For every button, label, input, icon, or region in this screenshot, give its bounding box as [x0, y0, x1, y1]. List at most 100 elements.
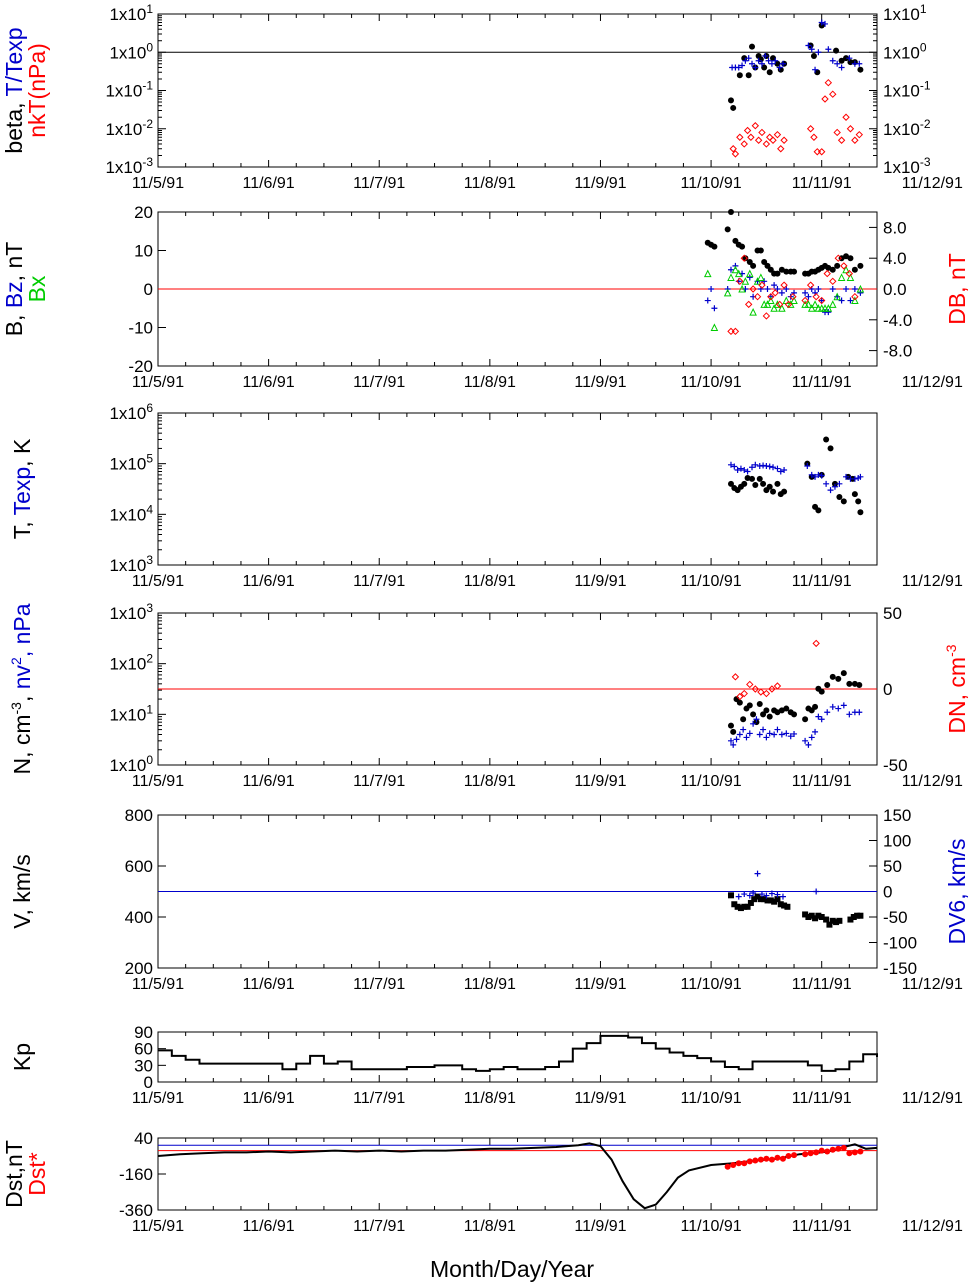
data-point [846, 711, 853, 718]
data-point [851, 136, 859, 144]
right-axis-label: DV6, km/s [944, 838, 970, 944]
data-point [790, 296, 798, 305]
data-point [812, 728, 819, 735]
data-point [771, 289, 779, 297]
right-tick-label: -100 [883, 934, 917, 953]
data-point [829, 90, 837, 98]
left-tick-label: 30 [134, 1056, 153, 1075]
x-tick-label: 11/7/91 [353, 1090, 405, 1107]
data-point [752, 481, 759, 488]
left-tick-label: 10 [134, 242, 153, 261]
left-tick-label: 1x103 [109, 553, 153, 575]
data-point [727, 722, 734, 729]
data-point [774, 1154, 781, 1161]
data-point [730, 741, 737, 748]
data-point [815, 912, 822, 919]
y-axis-label: Dst,nT [1, 1140, 27, 1208]
data-point [744, 903, 751, 910]
data-point [711, 243, 718, 250]
data-point [808, 912, 815, 919]
data-point [767, 897, 774, 904]
y-axis-label: V, km/s [9, 854, 35, 929]
data-point [782, 296, 791, 305]
data-point [762, 689, 771, 698]
data-point [750, 720, 757, 727]
data-point [731, 265, 740, 274]
data-point [829, 266, 836, 273]
data-point [789, 292, 797, 301]
x-tick-label: 11/6/91 [243, 976, 295, 993]
x-tick-label: 11/10/91 [681, 573, 742, 590]
x-tick-label: 11/10/91 [681, 1090, 742, 1107]
data-point [758, 60, 765, 67]
x-tick-label: 11/10/91 [681, 976, 742, 993]
right-tick-label: 50 [883, 604, 902, 623]
x-tick-label: 11/10/91 [681, 1218, 742, 1235]
data-point [741, 1160, 748, 1167]
data-point [812, 292, 820, 301]
x-tick-label: 11/12/91 [902, 175, 963, 192]
data-point [831, 483, 838, 490]
data-point [846, 1150, 853, 1157]
data-point [857, 289, 864, 296]
data-point [781, 902, 788, 909]
data-point [727, 209, 734, 215]
data-point [802, 911, 809, 918]
right-tick-label: 0.0 [883, 280, 907, 299]
left-tick-label: 1x10-3 [105, 155, 153, 177]
x-tick-label: 11/11/91 [792, 374, 852, 391]
data-point [745, 55, 752, 62]
data-point [724, 1163, 731, 1170]
data-point [727, 461, 734, 468]
data-point [808, 734, 815, 741]
data-point [766, 296, 775, 305]
y-axis-label: B, Bz, nT [1, 242, 27, 337]
x-tick-label: 11/6/91 [243, 175, 295, 192]
data-point [828, 300, 837, 308]
data-point [840, 670, 847, 677]
data-point [778, 731, 785, 738]
data-point [813, 1149, 820, 1156]
left-tick-label: 1x101 [109, 702, 153, 724]
data-point [770, 55, 777, 62]
data-point [835, 1145, 842, 1152]
data-point [747, 899, 754, 906]
data-point [751, 896, 758, 903]
data-point [736, 692, 744, 701]
data-point [838, 64, 845, 71]
data-point [777, 901, 784, 908]
data-point [824, 78, 833, 87]
data-point [763, 1155, 770, 1162]
data-point [768, 890, 775, 897]
data-point [840, 262, 848, 270]
data-point [818, 716, 825, 723]
data-point [753, 716, 760, 723]
data-point [855, 130, 864, 139]
right-tick-label: -4.0 [883, 311, 912, 330]
data-point [829, 286, 836, 292]
data-point [727, 97, 734, 104]
data-point [851, 475, 858, 482]
x-tick-label: 11/7/91 [353, 976, 405, 993]
data-point [805, 293, 812, 300]
left-tick-label: 1x100 [109, 40, 153, 62]
data-point [775, 300, 784, 309]
data-point [753, 292, 762, 301]
data-point [730, 728, 737, 735]
data-point [763, 734, 770, 741]
right-tick-label: 150 [883, 806, 911, 825]
data-point [843, 473, 850, 480]
data-point [823, 480, 830, 487]
data-point [851, 292, 859, 301]
x-tick-label: 11/5/91 [132, 773, 184, 790]
data-point [857, 1148, 864, 1155]
data-point [731, 673, 740, 681]
data-point [855, 498, 862, 505]
data-point [826, 921, 833, 928]
data-point [727, 737, 734, 744]
left-tick-label: 1x102 [109, 652, 153, 674]
data-point [760, 711, 767, 718]
left-tick-label: 1x100 [109, 753, 153, 775]
data-point [835, 705, 842, 712]
data-point [741, 891, 748, 898]
